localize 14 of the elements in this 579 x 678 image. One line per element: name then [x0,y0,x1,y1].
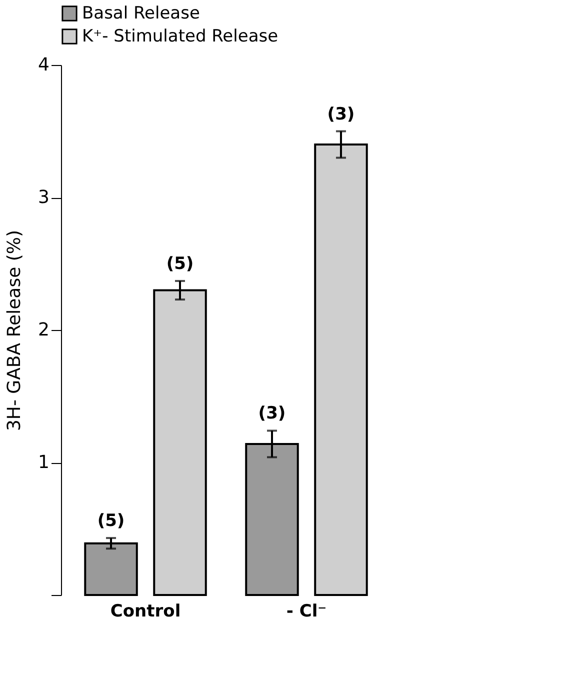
annotation: (3) [258,404,286,424]
legend-label: Basal Release [82,4,200,24]
y-tick-label: 4 [38,54,50,76]
x-tick-label: - Cl⁻ [286,602,327,622]
annotation: (5) [166,254,194,274]
x-tick-label: Control [110,602,181,622]
annotation: (3) [327,104,355,124]
annotation: (5) [97,511,125,532]
legend-label: K⁺- Stimulated Release [82,26,278,46]
y-tick-label: 2 [38,320,50,340]
y-tick-label: 1 [38,452,50,473]
y-tick-label: 3 [38,187,50,208]
y-axis-title: 3H- GABA Release (%) [4,230,26,432]
bar [84,542,138,596]
